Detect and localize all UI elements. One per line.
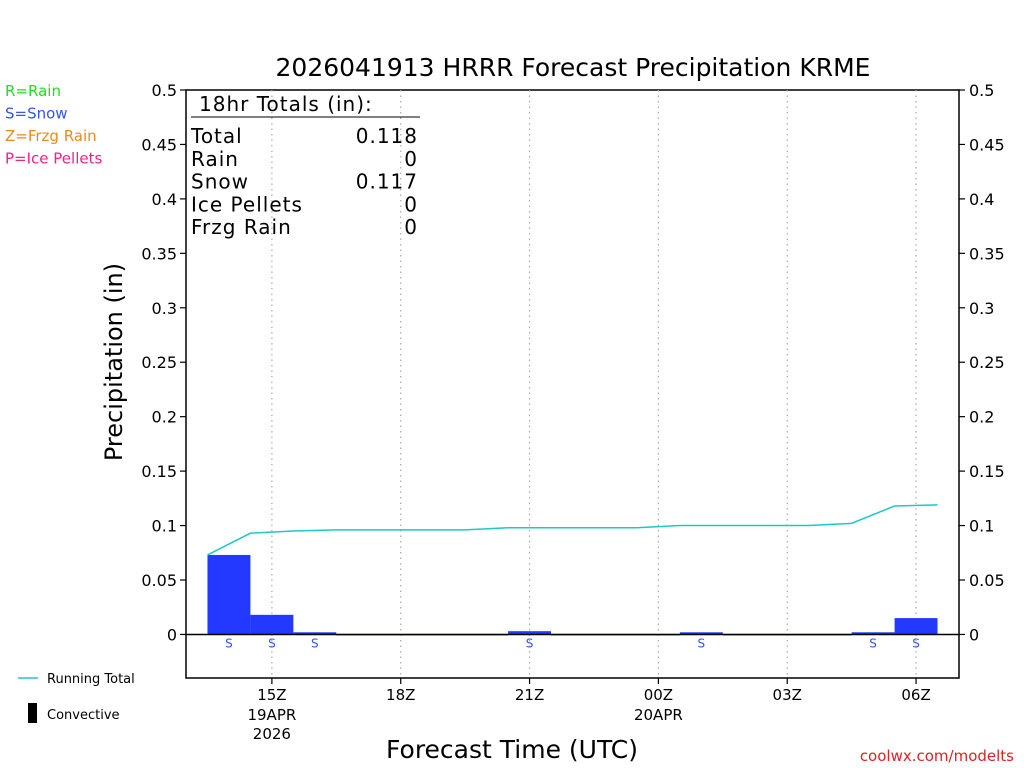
totals-box: 18hr Totals (in): Total 0.118 Rain 0 Snow 0.1…	[190, 92, 420, 239]
y-tick-label: 0.3	[969, 299, 994, 318]
totals-row-label: Total	[190, 124, 243, 148]
y-tick-label: 0.5	[969, 81, 994, 100]
type-legend-item: R=Rain	[5, 82, 61, 100]
y-tick-label: 0.05	[969, 571, 1005, 590]
x-axis-label: Forecast Time (UTC)	[386, 735, 638, 764]
x-tick-year-label: 2026	[253, 725, 291, 743]
y-tick-label: 0	[167, 625, 177, 644]
precip-type-marker: S	[698, 636, 706, 650]
totals-row-value: 0	[404, 192, 418, 216]
y-tick-label: 0.35	[969, 244, 1005, 263]
type-legend-item: Z=Frzg Rain	[5, 127, 97, 145]
chart-title: 2026041913 HRRR Forecast Precipitation K…	[276, 53, 871, 82]
y-tick-label: 0.4	[969, 190, 994, 209]
running-total-legend-label: Running Total	[47, 672, 135, 687]
precip-type-marker: S	[311, 636, 319, 650]
x-tick-label: 15Z	[257, 686, 286, 704]
bar	[207, 554, 251, 635]
grid-lines	[271, 90, 917, 678]
y-axis-ticks: 0 00.05 0.050.1 0.10.15 0.150.2 0.20.25 0.250.…	[141, 81, 1004, 644]
totals-row-label: Snow	[191, 170, 249, 194]
y-tick-label: 0.25	[141, 353, 177, 372]
y-tick-label: 0.4	[152, 190, 177, 209]
y-tick-label: 0.45	[141, 135, 177, 154]
bar	[293, 632, 337, 635]
y-axis-label: Precipitation (in)	[100, 263, 128, 461]
running-total-line	[207, 504, 938, 556]
x-tick-date-label: 20APR	[634, 706, 683, 724]
y-tick-label: 0.5	[152, 81, 177, 100]
credit-link[interactable]: coolwx.com/modelts	[860, 747, 1014, 765]
x-tick-date-label: 19APR	[247, 706, 296, 724]
bar	[508, 631, 552, 635]
bar	[250, 614, 294, 635]
type-legend-item: S=Snow	[5, 105, 68, 123]
totals-row-label: Frzg Rain	[191, 215, 292, 239]
precip-type-legend: R=Rain S=Snow Z=Frzg Rain P=Ice Pellets	[5, 82, 102, 168]
y-tick-label: 0.25	[969, 353, 1005, 372]
y-tick-label: 0.15	[969, 462, 1005, 481]
precip-type-marker: S	[869, 636, 877, 650]
precip-type-marker: S	[526, 636, 534, 650]
totals-rows: Total 0.118 Rain 0 Snow 0.117 Ice Pellets 0 Frzg…	[190, 124, 418, 239]
totals-row-value: 0	[404, 215, 418, 239]
precip-type-marker: S	[268, 636, 276, 650]
totals-row-value: 0	[404, 147, 418, 171]
x-tick-label: 00Z	[644, 686, 673, 704]
running-total-series	[207, 504, 938, 556]
precip-type-marker: S	[225, 636, 233, 650]
x-tick-label: 03Z	[773, 686, 802, 704]
y-tick-label: 0.35	[141, 244, 177, 263]
x-tick-label: 21Z	[515, 686, 544, 704]
precip-type-marker: S	[912, 636, 920, 650]
bar	[851, 632, 895, 635]
totals-row-label: Ice Pellets	[191, 192, 303, 216]
convective-legend-swatch	[28, 703, 37, 723]
totals-row-value: 0.118	[356, 124, 418, 148]
bar	[894, 618, 938, 635]
bar-series	[207, 554, 938, 636]
plot-frame	[185, 89, 960, 679]
y-tick-label: 0.3	[152, 299, 177, 318]
totals-row-value: 0.117	[356, 170, 418, 194]
totals-row-label: Rain	[191, 147, 239, 171]
bar	[679, 632, 723, 635]
x-tick-label: 06Z	[901, 686, 930, 704]
convective-legend-label: Convective	[47, 708, 120, 723]
y-tick-label: 0.1	[152, 517, 177, 536]
type-legend-item: P=Ice Pellets	[5, 150, 102, 168]
totals-heading: 18hr Totals (in):	[199, 92, 373, 116]
y-tick-label: 0.1	[969, 517, 994, 536]
y-tick-label: 0.05	[141, 571, 177, 590]
y-tick-label: 0.15	[141, 462, 177, 481]
y-tick-label: 0.45	[969, 135, 1005, 154]
x-tick-label: 18Z	[386, 686, 415, 704]
y-tick-label: 0.2	[152, 408, 177, 427]
y-tick-label: 0	[969, 625, 979, 644]
y-tick-label: 0.2	[969, 408, 994, 427]
